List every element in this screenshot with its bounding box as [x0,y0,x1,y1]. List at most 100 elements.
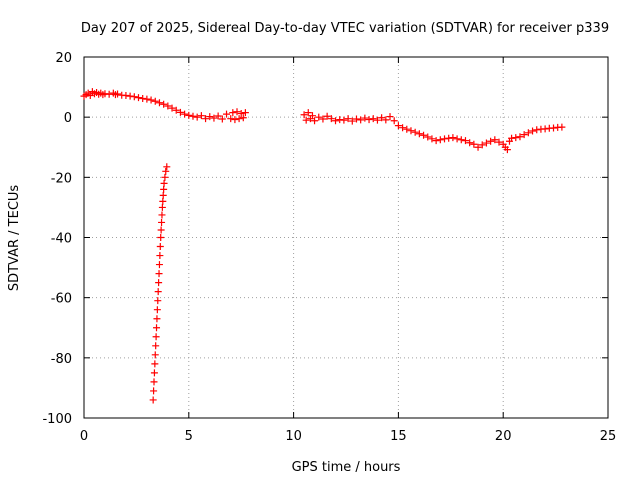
data-point [157,226,165,234]
data-point [470,140,478,148]
data-point [155,99,163,107]
data-point [172,106,180,114]
data-point [436,136,444,144]
data-point [158,203,166,211]
data-point [365,116,373,124]
data-point [541,125,549,133]
data-point [441,135,449,143]
x-tick-label: 15 [390,429,407,444]
x-tick-label: 25 [600,429,617,444]
x-tick-label: 0 [80,429,88,444]
data-point [156,252,164,260]
data-point [155,261,163,269]
data-point [524,129,532,137]
data-point [344,115,352,123]
data-point [386,113,394,121]
data-point [159,197,167,205]
y-axis-label: SDTVAR / TECUs [7,185,22,292]
data-point [151,97,159,105]
y-tick-label: -100 [42,412,72,427]
data-point [130,93,138,101]
data-point [399,124,407,132]
data-point [529,127,537,135]
data-point [153,315,161,323]
data-point [300,111,308,119]
data-point [164,102,172,110]
y-tick-label: -20 [51,171,72,186]
data-point [134,94,142,102]
data-point [432,137,440,145]
y-tick-label: 0 [64,111,72,126]
x-tick-label: 20 [495,429,512,444]
data-point [152,333,160,341]
data-point [147,96,155,104]
data-point [154,288,162,296]
data-point [158,211,166,219]
data-point [378,114,386,122]
data-point [457,136,465,144]
data-point [449,134,457,142]
data-point [533,126,541,134]
data-point [139,95,147,103]
data-point [231,116,239,124]
data-point [153,324,161,332]
data-point [159,191,167,199]
data-point [151,351,159,359]
axis-ticks: 0 5 10 15 20 25 -100 -80 -60 -40 -20 0 20 [42,51,616,444]
data-point [420,131,428,139]
data-point [311,117,319,125]
data-point [206,113,214,121]
data-point [302,116,310,124]
data-point [193,113,201,121]
data-point [101,90,109,98]
data-point [319,115,327,123]
x-tick-label: 5 [185,429,193,444]
data-point [407,127,415,135]
data-point [474,143,482,151]
y-tick-label: 20 [55,51,72,66]
data-point [214,112,222,120]
data-point [239,114,247,122]
data-point [189,112,197,120]
data-point [185,111,193,119]
data-point [466,139,474,147]
data-point [210,114,218,122]
data-point [122,92,130,100]
data-point [155,270,163,278]
data-point [235,115,243,123]
x-tick-label: 10 [285,429,302,444]
data-point [336,116,344,124]
data-point [218,115,226,123]
data-point [153,306,161,314]
data-point [150,378,158,386]
data-point [237,110,245,118]
data-point [150,369,158,377]
data-point [348,117,356,125]
data-point [223,110,231,118]
data-point [453,135,461,143]
data-point [149,396,157,404]
data-point [403,125,411,133]
data-point [308,112,316,120]
y-tick-label: -40 [51,232,72,247]
data-point [126,92,134,100]
data-point [160,185,168,193]
data-point [227,115,235,123]
data-point [323,112,331,120]
data-point [503,146,511,154]
data-point [143,95,151,103]
data-points [80,88,566,404]
data-point [491,136,499,144]
data-point [154,297,162,305]
data-point [229,109,237,117]
data-point [495,138,503,146]
data-point [327,115,335,123]
data-point [361,114,369,122]
x-axis-label: GPS time / hours [292,460,401,475]
data-point [428,135,436,143]
data-point [114,90,122,98]
data-point [352,115,360,123]
data-point [86,92,94,100]
data-point [156,243,164,251]
data-point [415,130,423,138]
